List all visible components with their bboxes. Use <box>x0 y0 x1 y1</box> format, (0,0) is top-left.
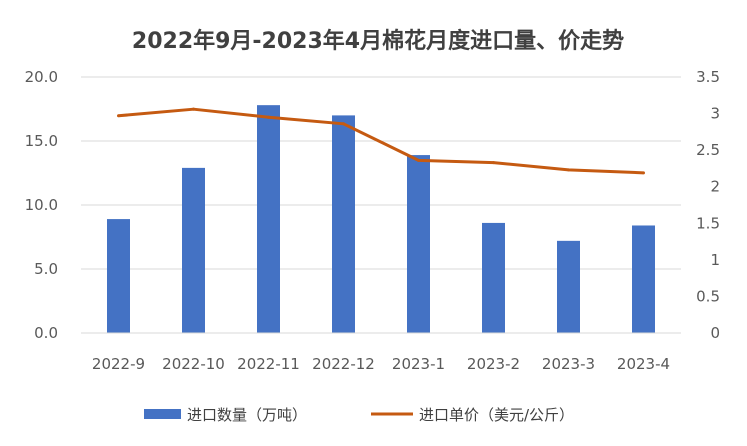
line-point <box>417 158 420 162</box>
line-point <box>492 161 495 165</box>
left-tick-label: 0.0 <box>34 324 58 342</box>
bar <box>182 167 205 333</box>
bar <box>632 225 655 333</box>
bar <box>107 219 130 333</box>
x-axis: 2022-9 2022-10 2022-11 2022-12 2023-1 2023-2 2… <box>81 332 681 373</box>
x-tick-label: 2023-4 <box>617 355 670 373</box>
x-tick-label: 2023-1 <box>392 355 445 373</box>
line-point <box>642 171 645 175</box>
left-axis: 0.0 5.0 10.0 15.0 20.0 <box>25 68 58 342</box>
left-tick-label: 5.0 <box>34 260 58 278</box>
bar <box>407 155 430 333</box>
left-tick-label: 10.0 <box>25 196 58 214</box>
price-line <box>118 107 644 175</box>
right-tick-label: 2 <box>710 178 720 196</box>
line-point <box>267 115 270 119</box>
bar <box>332 115 355 334</box>
right-tick-label: 0.5 <box>696 287 720 305</box>
right-tick-label: 3.5 <box>696 68 720 86</box>
left-tick-label: 15.0 <box>25 132 58 150</box>
right-tick-label: 0 <box>710 324 720 342</box>
x-tick-label: 2023-2 <box>467 355 520 373</box>
bar-series <box>107 105 655 334</box>
legend-bar-label: 进口数量（万吨） <box>187 406 307 424</box>
right-tick-label: 1.5 <box>696 214 720 232</box>
gridlines <box>81 76 681 334</box>
x-tick-label: 2022-9 <box>92 355 145 373</box>
line-point <box>342 122 345 126</box>
x-tick-label: 2023-3 <box>542 355 595 373</box>
right-tick-label: 1 <box>710 251 720 269</box>
right-tick-label: 3 <box>710 105 720 123</box>
bar <box>557 240 580 333</box>
chart-title: 2022年9月-2023年4月棉花月度进口量、价走势 <box>132 28 624 54</box>
line-point <box>567 168 570 172</box>
right-axis: 0 0.5 1 1.5 2 2.5 3 3.5 <box>696 68 720 342</box>
legend: 进口数量（万吨） 进口单价（美元/公斤） <box>144 406 574 424</box>
x-tick-label: 2022-10 <box>162 355 225 373</box>
x-tick-label: 2022-12 <box>312 355 375 373</box>
line-point <box>192 107 195 111</box>
legend-bar-swatch <box>144 409 181 419</box>
legend-line-label: 进口单价（美元/公斤） <box>419 406 574 424</box>
x-tick-label: 2022-11 <box>237 355 300 373</box>
line-series <box>117 107 645 175</box>
right-tick-label: 2.5 <box>696 141 720 159</box>
line-point <box>117 114 120 118</box>
bar <box>482 222 505 333</box>
left-tick-label: 20.0 <box>25 68 58 86</box>
bar <box>257 105 280 333</box>
